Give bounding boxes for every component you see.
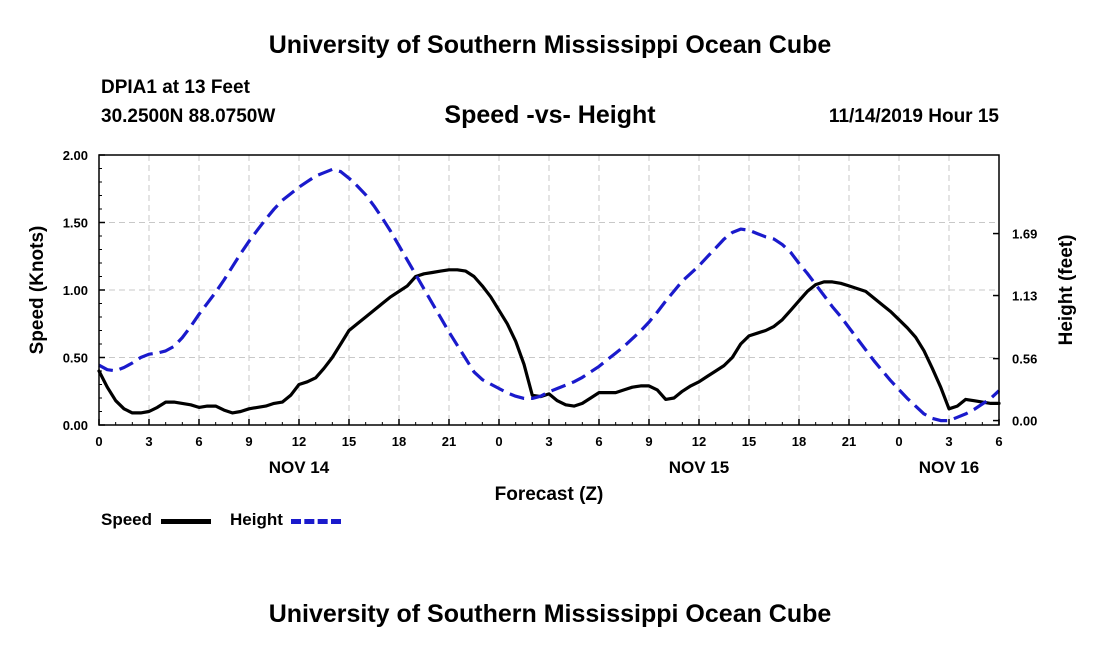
x-tick-label: 21 bbox=[442, 434, 456, 449]
x-tick-label: 3 bbox=[545, 434, 552, 449]
axis-labels: 0 3 6 9 12 15 18 21 0 3 6 9 12 15 18 21 0 3 6 0.00 0.50 1.00 1… bbox=[27, 148, 1077, 505]
x-tick-label: 15 bbox=[342, 434, 356, 449]
y-tick-label: 2.00 bbox=[63, 148, 88, 163]
legend-height-swatch bbox=[291, 519, 341, 524]
y-tick-label: 1.00 bbox=[63, 283, 88, 298]
x-tick-label: 0 bbox=[495, 434, 502, 449]
bottom-title: University of Southern Mississippi Ocean… bbox=[268, 600, 832, 628]
x-tick-label: 3 bbox=[145, 434, 152, 449]
legend-speed-label: Speed bbox=[101, 510, 153, 529]
x-tick-label: 9 bbox=[245, 434, 252, 449]
plot-series bbox=[97, 167, 1001, 423]
y-tick-label: 1.50 bbox=[63, 216, 88, 231]
y2-tick-label: 1.69 bbox=[1012, 227, 1037, 242]
date-label: NOV 14 bbox=[269, 458, 330, 477]
station-name: DPIA1 at 13 Feet bbox=[101, 77, 250, 98]
y2-tick-label: 0.00 bbox=[1012, 414, 1037, 429]
station-coords: 30.2500N 88.0750W bbox=[101, 106, 276, 127]
legend-speed-swatch bbox=[161, 519, 211, 524]
x-tick-label: 6 bbox=[195, 434, 202, 449]
speed-series-line bbox=[97, 268, 1001, 415]
x-tick-label: 15 bbox=[742, 434, 756, 449]
y2-tick-label: 0.56 bbox=[1012, 352, 1037, 367]
y2-tick-label: 1.13 bbox=[1012, 289, 1037, 304]
x-tick-label: 3 bbox=[945, 434, 952, 449]
x-tick-label: 18 bbox=[392, 434, 406, 449]
date-label: NOV 16 bbox=[919, 458, 979, 477]
legend-height-label: Height bbox=[230, 510, 283, 529]
x-tick-label: 21 bbox=[842, 434, 856, 449]
x-tick-label: 0 bbox=[95, 434, 102, 449]
y-axis-title: Speed (Knots) bbox=[27, 226, 48, 355]
y-tick-label: 0.00 bbox=[63, 418, 88, 433]
top-title: University of Southern Mississippi Ocean… bbox=[268, 31, 832, 59]
y-tick-label: 0.50 bbox=[63, 351, 88, 366]
x-tick-label: 12 bbox=[292, 434, 306, 449]
x-tick-label: 6 bbox=[995, 434, 1002, 449]
run-time: 11/14/2019 Hour 15 bbox=[828, 106, 999, 127]
date-label: NOV 15 bbox=[669, 458, 729, 477]
x-tick-label: 18 bbox=[792, 434, 806, 449]
axis-ticks bbox=[98, 154, 1000, 426]
x-tick-label: 9 bbox=[645, 434, 652, 449]
x-axis-title: Forecast (Z) bbox=[495, 484, 604, 505]
x-tick-label: 12 bbox=[692, 434, 706, 449]
y2-axis-title: Height (feet) bbox=[1056, 235, 1077, 346]
height-series-line bbox=[98, 167, 1001, 423]
x-tick-label: 6 bbox=[595, 434, 602, 449]
x-tick-label: 0 bbox=[895, 434, 902, 449]
chart-title: Speed -vs- Height bbox=[444, 101, 656, 129]
